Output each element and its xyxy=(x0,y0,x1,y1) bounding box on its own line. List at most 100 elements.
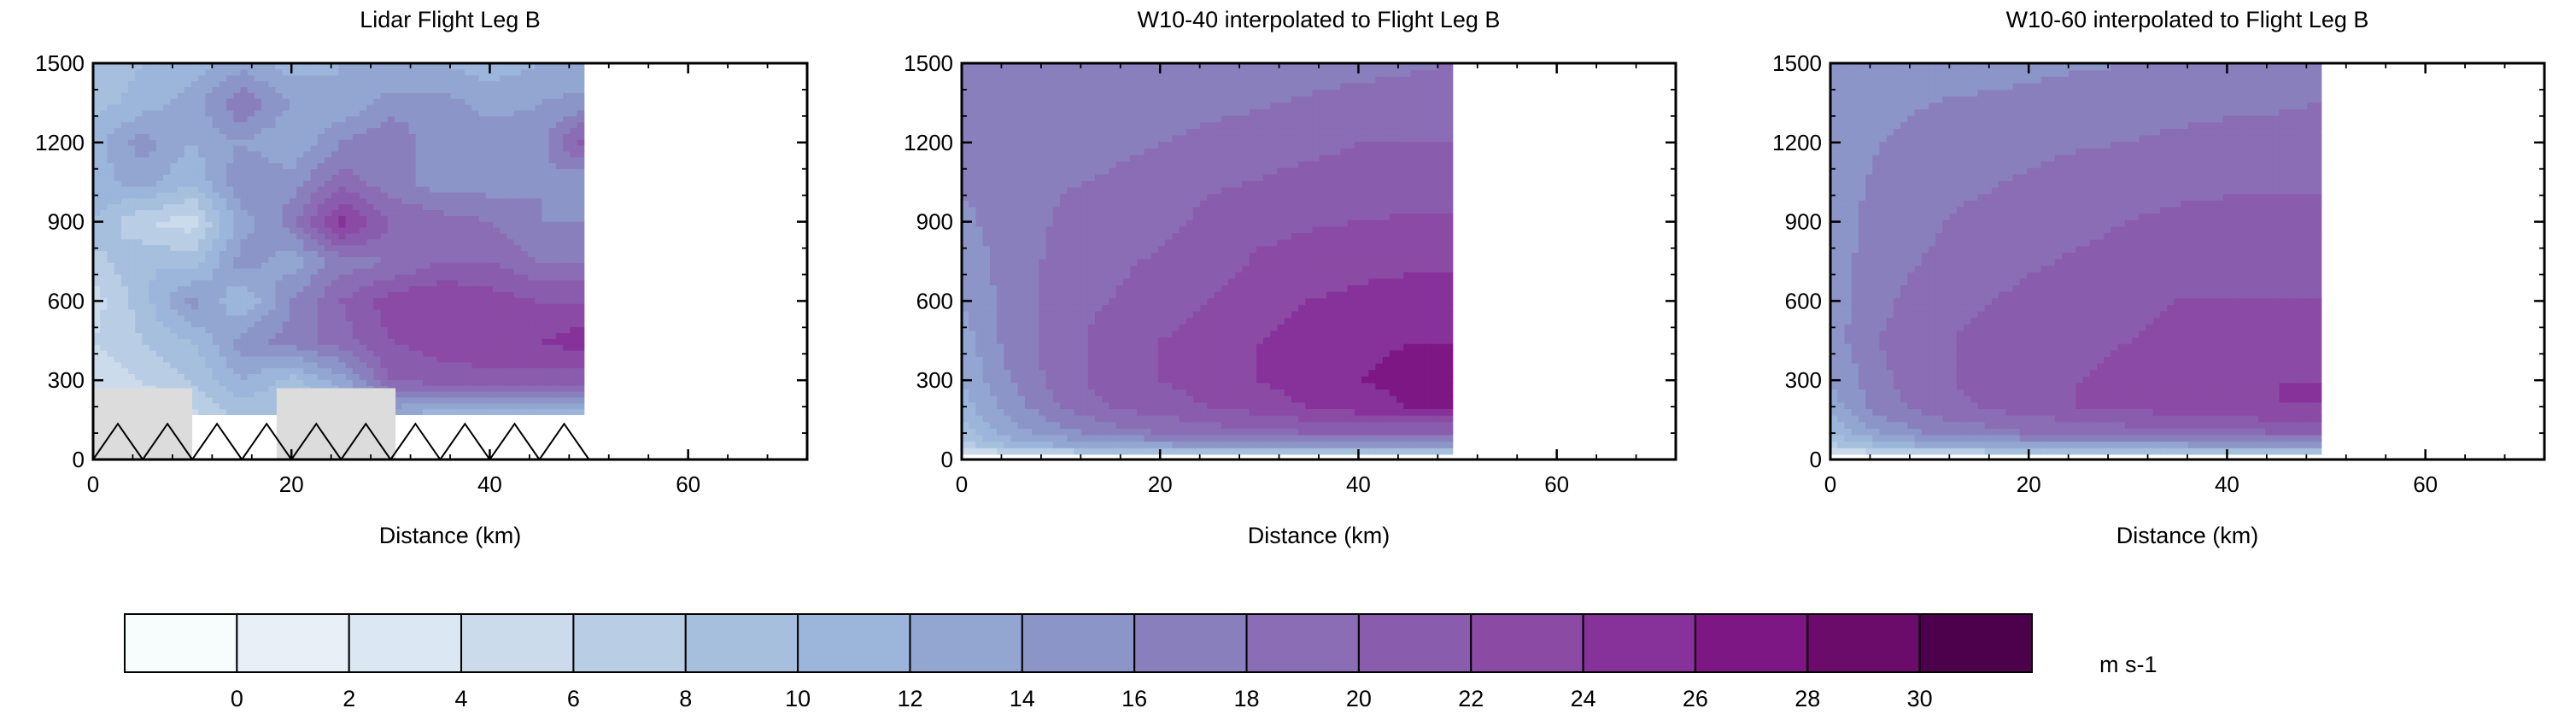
heat-cell xyxy=(240,373,249,380)
heat-cell xyxy=(338,303,347,310)
heat-cell xyxy=(177,162,185,170)
heat-cell xyxy=(233,98,242,105)
heat-cell xyxy=(345,238,354,246)
heat-cell xyxy=(430,185,437,193)
heat-cell xyxy=(142,145,150,152)
heat-cell xyxy=(422,308,430,316)
heat-cell xyxy=(142,185,150,193)
heat-cell xyxy=(513,115,522,123)
heat-cell xyxy=(303,209,312,216)
heat-cell xyxy=(205,197,214,205)
heat-cell xyxy=(500,349,508,357)
heat-cell xyxy=(457,68,465,76)
heat-cell xyxy=(408,408,417,416)
heat-cell xyxy=(450,92,459,99)
heat-cell xyxy=(430,285,437,293)
heat-cell xyxy=(415,244,424,252)
heat-cell xyxy=(345,63,354,70)
heat-cell xyxy=(471,320,480,328)
heat-cell xyxy=(373,297,382,304)
heat-cell xyxy=(163,63,171,70)
heat-cell xyxy=(430,262,437,269)
heat-cell xyxy=(212,373,220,380)
heat-cell xyxy=(338,297,347,304)
heat-cell xyxy=(555,250,564,257)
heat-cell xyxy=(401,215,410,222)
heat-cell xyxy=(163,379,171,386)
heat-cell xyxy=(450,349,459,357)
heat-cell xyxy=(422,115,430,123)
heat-cell xyxy=(493,156,501,164)
heat-cell xyxy=(275,185,284,193)
heat-cell xyxy=(997,324,1004,331)
heat-cell xyxy=(366,139,375,146)
heat-cell xyxy=(443,267,452,275)
heat-cell xyxy=(1017,448,1026,455)
heat-cell xyxy=(997,369,1004,377)
heat-cell xyxy=(100,185,108,193)
heat-cell xyxy=(563,279,571,287)
heat-cell xyxy=(430,373,437,380)
heat-cell xyxy=(190,109,199,117)
heat-cell xyxy=(548,156,557,164)
heat-cell xyxy=(331,279,339,287)
heat-cell xyxy=(535,226,543,234)
heat-cell xyxy=(1017,421,1026,429)
heat-cell xyxy=(170,168,179,175)
heat-cell xyxy=(261,385,269,392)
heat-cell xyxy=(1004,343,1012,351)
heat-cell xyxy=(240,203,249,211)
heat-cell xyxy=(430,68,437,76)
heat-cell xyxy=(184,115,192,123)
heat-cell xyxy=(975,317,984,325)
heat-cell xyxy=(275,355,284,363)
heat-cell xyxy=(296,226,304,234)
heat-cell xyxy=(506,232,515,240)
heat-cell xyxy=(324,232,332,240)
heat-cell xyxy=(310,232,319,240)
heat-cell xyxy=(120,344,129,351)
heat-cell xyxy=(422,180,430,187)
heat-cell xyxy=(93,162,101,170)
heat-cell xyxy=(93,367,101,375)
heat-cell xyxy=(190,150,199,158)
heat-cell xyxy=(457,203,465,211)
heat-cell xyxy=(555,174,564,181)
heat-cell xyxy=(345,104,354,111)
heat-cell xyxy=(317,273,325,281)
heat-cell xyxy=(155,139,164,146)
heat-cell xyxy=(408,197,417,205)
heat-cell xyxy=(989,76,998,84)
heat-cell xyxy=(310,209,319,216)
heat-cell xyxy=(296,273,304,281)
heat-cell xyxy=(163,127,171,134)
heat-cell xyxy=(570,98,578,105)
heat-cell xyxy=(247,162,255,170)
heat-cell xyxy=(1004,193,1012,201)
heat-cell xyxy=(577,402,585,410)
heat-cell xyxy=(212,303,220,310)
heat-cell xyxy=(366,367,375,375)
heat-cell xyxy=(289,344,297,351)
heat-cell xyxy=(184,250,192,257)
heat-cell xyxy=(535,221,543,228)
heat-cell xyxy=(352,273,360,281)
heat-cell xyxy=(289,74,297,82)
heat-cell xyxy=(555,203,564,211)
heat-cell xyxy=(149,145,157,152)
heat-cell xyxy=(485,338,494,345)
heat-cell xyxy=(520,279,529,287)
heat-cell xyxy=(360,303,367,310)
heat-cell xyxy=(975,389,984,396)
heat-cell xyxy=(254,86,262,93)
heat-cell xyxy=(520,291,529,298)
heat-cell xyxy=(345,74,354,82)
heat-cell xyxy=(422,168,430,175)
heat-cell xyxy=(317,285,325,293)
heat-cell xyxy=(149,197,157,205)
heat-cell xyxy=(962,415,969,423)
heat-cell xyxy=(373,320,382,328)
heat-cell xyxy=(100,250,108,257)
heat-cell xyxy=(282,349,290,357)
heat-cell xyxy=(114,185,122,193)
